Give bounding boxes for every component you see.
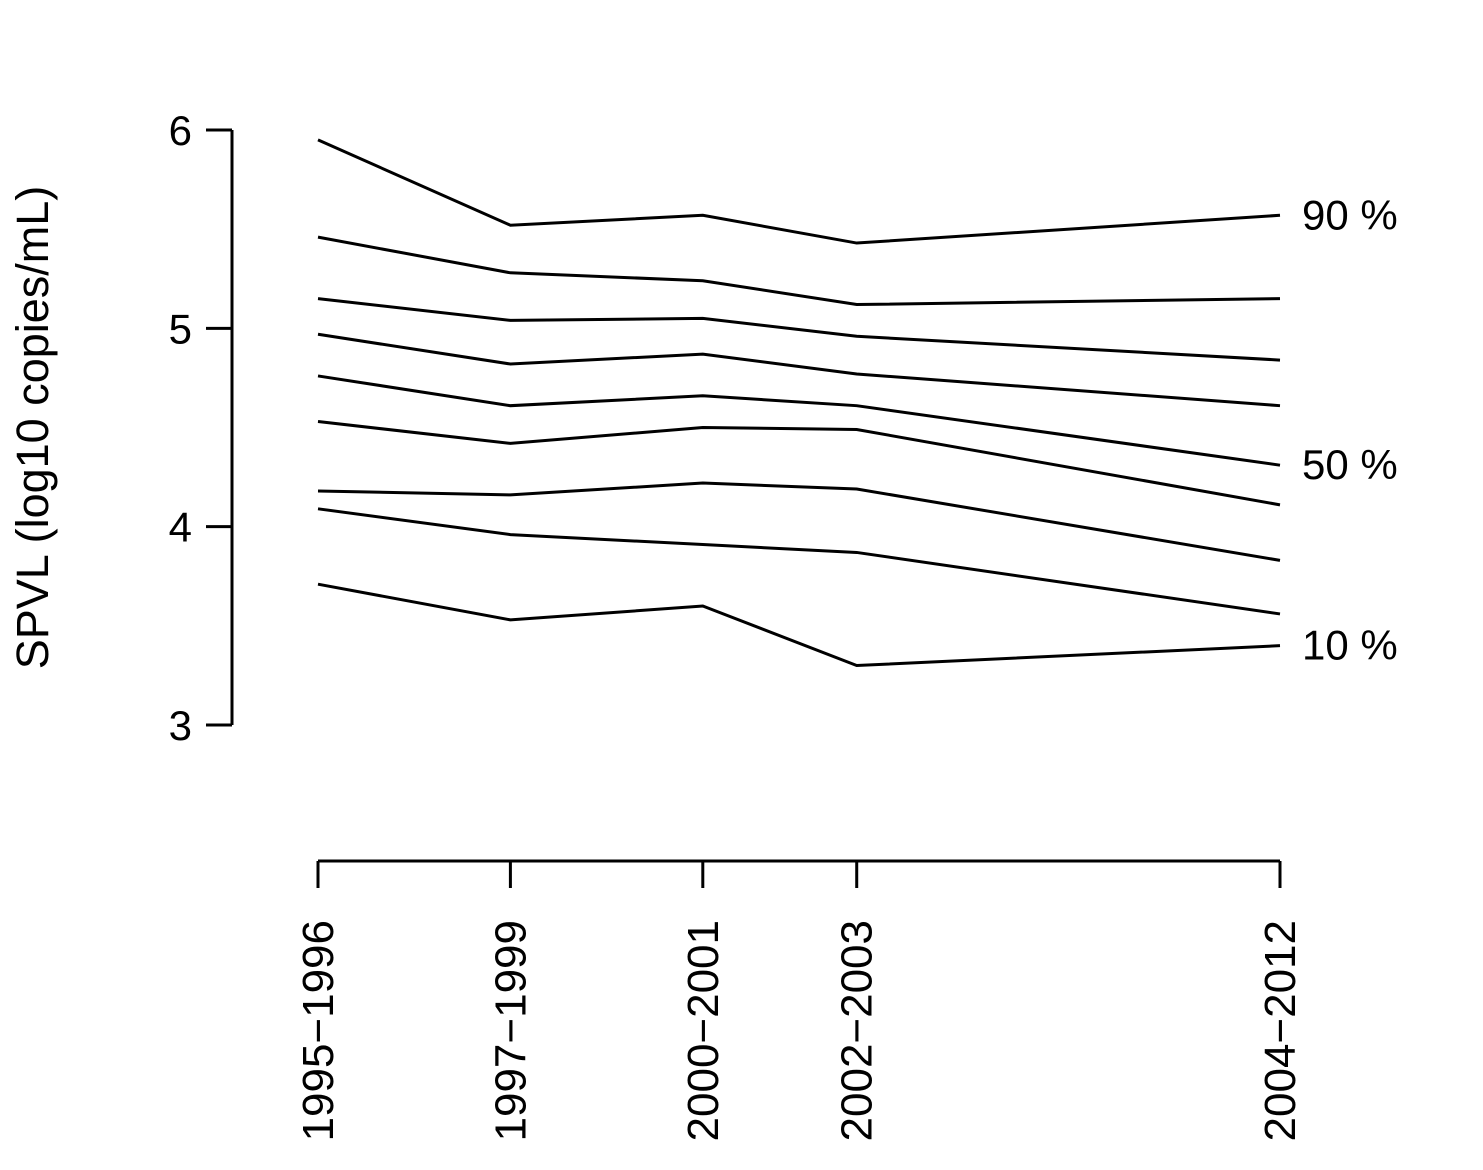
annotation-label-10%: 10 % — [1302, 622, 1398, 669]
x-tick-label: 1997−1999 — [486, 920, 535, 1141]
series-line-90th-percentile — [317, 138, 1281, 245]
series-line-80th-percentile — [317, 235, 1281, 307]
annotation-label-50%: 50 % — [1302, 441, 1398, 488]
x-tick-label: 1995−1996 — [294, 920, 343, 1141]
series-line-40th-percentile — [317, 420, 1281, 507]
series-line-50th-percentile — [317, 374, 1281, 467]
series-line-10th-percentile — [317, 582, 1281, 668]
series-line-20th-percentile — [317, 507, 1281, 616]
x-tick-label: 2000−2001 — [679, 920, 728, 1141]
y-axis-title: SPVL (log10 copies/mL) — [7, 186, 58, 670]
x-tick-label: 2004−2012 — [1256, 920, 1305, 1141]
y-tick-label: 4 — [169, 504, 192, 551]
y-tick-label: 5 — [169, 305, 192, 352]
annotation-label-90%: 90 % — [1302, 191, 1398, 238]
series-line-60th-percentile — [317, 332, 1281, 408]
y-tick-label: 6 — [169, 107, 192, 154]
x-tick-label: 2002−2003 — [833, 920, 882, 1141]
series-line-30th-percentile — [317, 481, 1281, 562]
y-tick-label: 3 — [169, 702, 192, 749]
series-line-70th-percentile — [317, 297, 1281, 362]
